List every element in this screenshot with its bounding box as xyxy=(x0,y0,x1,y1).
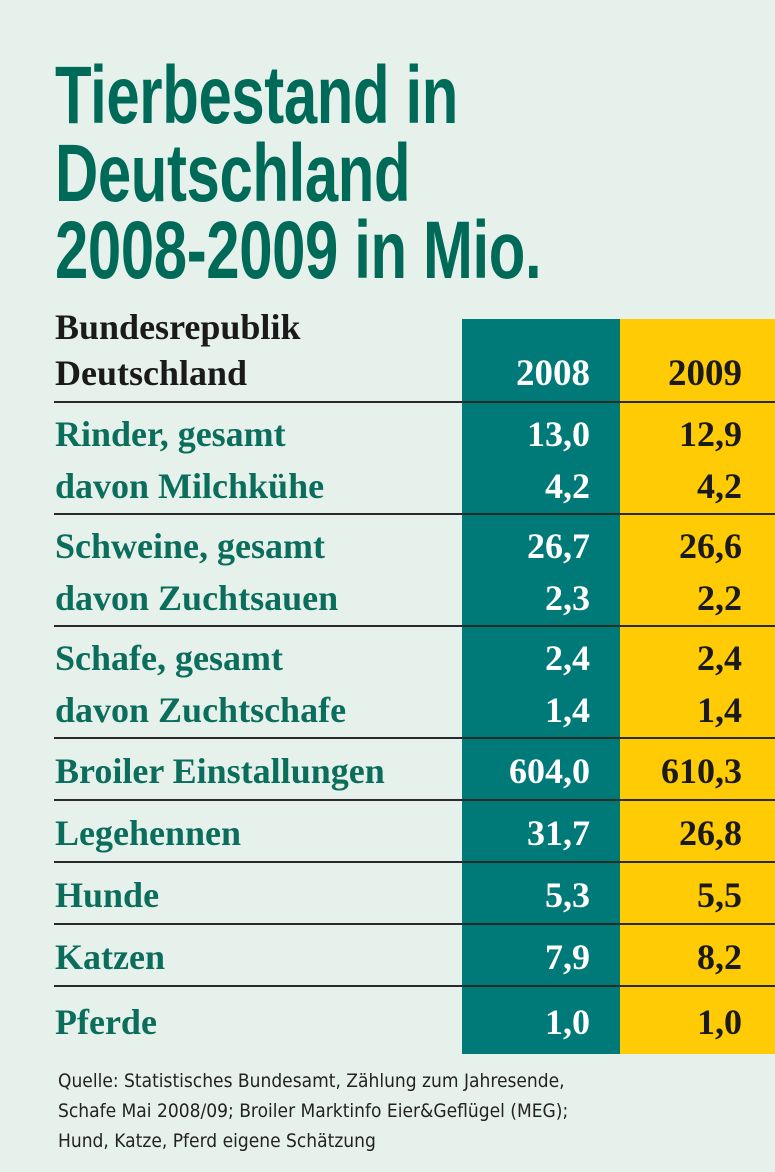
value-2009: 2,2 xyxy=(697,578,742,618)
header-2009: 2009 xyxy=(668,353,742,394)
value-2008: 26,7 xyxy=(527,526,590,566)
row-divider xyxy=(54,737,775,739)
row-divider xyxy=(54,923,775,925)
row-label: Katzen xyxy=(55,937,165,977)
row-divider xyxy=(54,625,775,627)
value-2009: 4,2 xyxy=(697,466,742,506)
column-2008-background xyxy=(462,319,620,1054)
value-2008: 1,4 xyxy=(545,690,590,730)
header-divider xyxy=(54,401,775,403)
row-label: Pferde xyxy=(55,1002,157,1042)
row-label: davon Zuchtschafe xyxy=(55,690,347,730)
row-divider xyxy=(54,799,775,801)
title-line-1: Tierbestand in xyxy=(55,50,458,141)
value-2008: 4,2 xyxy=(545,466,590,506)
value-2009: 26,6 xyxy=(679,526,742,566)
value-2009: 26,8 xyxy=(679,813,742,853)
row-label: Broiler Einstallungen xyxy=(55,751,385,791)
value-2009: 1,0 xyxy=(697,1002,742,1042)
value-2008: 5,3 xyxy=(545,875,590,915)
value-2008: 604,0 xyxy=(509,751,590,791)
value-2008: 13,0 xyxy=(527,414,590,454)
footnote-line: Schafe Mai 2008/09; Broiler Marktinfo Ei… xyxy=(58,1100,569,1122)
row-label: davon Zuchtsauen xyxy=(55,578,339,618)
footnote-line: Hund, Katze, Pferd eigene Schätzung xyxy=(58,1130,376,1152)
value-2008: 2,4 xyxy=(545,638,590,678)
header-label-line-1: Bundesrepublik xyxy=(55,307,301,347)
row-label: Schweine, gesamt xyxy=(55,526,325,566)
value-2008: 1,0 xyxy=(545,1002,590,1042)
row-label: davon Milchkühe xyxy=(55,466,325,506)
value-2009: 1,4 xyxy=(697,690,742,730)
title-line-3: 2008-2009 in Mio. xyxy=(55,205,542,296)
row-divider xyxy=(54,985,775,987)
header-label-line-2: Deutschland xyxy=(55,353,248,393)
value-2008: 7,9 xyxy=(545,937,590,977)
row-label: Rinder, gesamt xyxy=(55,414,286,454)
value-2009: 610,3 xyxy=(661,751,742,791)
row-label: Schafe, gesamt xyxy=(55,638,283,678)
row-label: Hunde xyxy=(55,875,160,915)
row-label: Legehennen xyxy=(55,813,242,853)
value-2009: 2,4 xyxy=(697,638,742,678)
value-2008: 2,3 xyxy=(545,578,590,618)
header-2008: 2008 xyxy=(516,353,590,394)
column-2009-background xyxy=(620,319,775,1054)
value-2009: 5,5 xyxy=(697,875,742,915)
value-2008: 31,7 xyxy=(527,813,590,853)
value-2009: 8,2 xyxy=(697,937,742,977)
title-line-2: Deutschland xyxy=(55,128,411,219)
row-divider xyxy=(54,513,775,515)
row-divider xyxy=(54,861,775,863)
value-2009: 12,9 xyxy=(679,414,742,454)
footnote-line: Quelle: Statistisches Bundesamt, Zählung… xyxy=(58,1070,565,1092)
source-footnote: Quelle: Statistisches Bundesamt, Zählung… xyxy=(58,1066,568,1156)
